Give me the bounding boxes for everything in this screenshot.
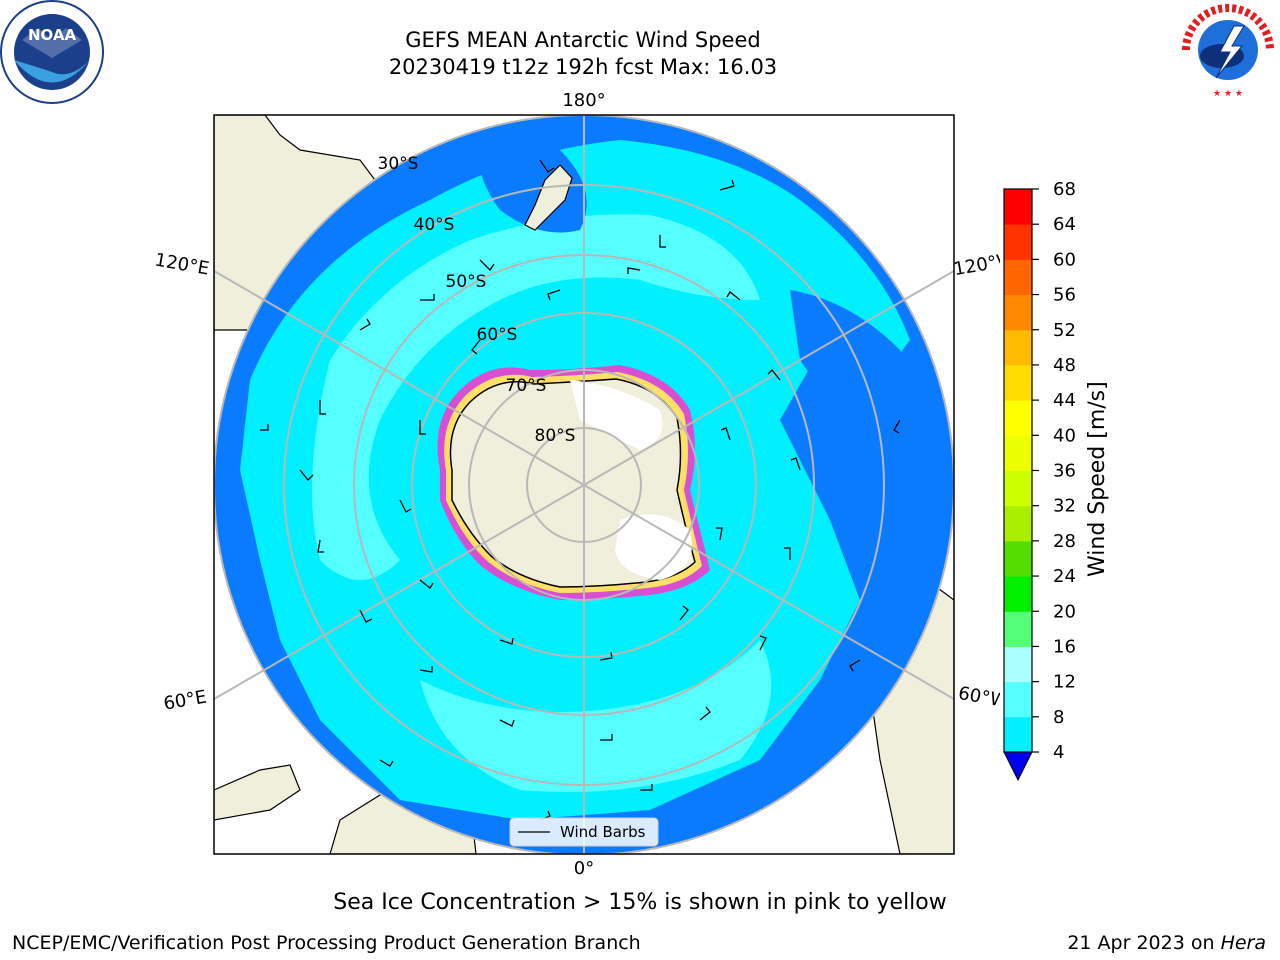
colorbar-segment <box>1004 435 1032 471</box>
colorbar-segment <box>1004 364 1032 401</box>
colorbar-segment <box>1004 576 1032 612</box>
lon-label-120w: 120°W <box>952 249 1000 280</box>
nws-logo: ★ ★ ★ <box>1182 4 1274 99</box>
colorbar-segment <box>1004 470 1032 507</box>
lat-label-60: 60°S <box>477 325 518 345</box>
colorbar-segment <box>1004 400 1032 436</box>
weddell-ice-shelf <box>615 514 692 580</box>
lat-label-40: 40°S <box>414 215 455 235</box>
colorbar-tick-label: 32 <box>1053 496 1076 517</box>
sea-ice-caption: Sea Ice Concentration > 15% is shown in … <box>333 890 947 915</box>
colorbar-tick-label: 40 <box>1053 425 1076 446</box>
wind-barbs <box>260 159 901 821</box>
lon-label-0: 0° <box>574 858 594 879</box>
colorbar-segment <box>1004 681 1032 718</box>
ross-ice-shelf <box>570 380 663 450</box>
legend-label: Wind Barbs <box>560 823 646 841</box>
colorbar-segment <box>1004 505 1032 542</box>
colorbar-tick-label: 56 <box>1053 285 1076 306</box>
colorbar-segment <box>1004 540 1032 577</box>
lon-label-60e: 60°E <box>162 686 208 714</box>
colorbar-tick-label: 16 <box>1053 636 1076 657</box>
footer-host: Hera <box>1220 932 1266 954</box>
colorbar-tick-label: 20 <box>1053 601 1076 622</box>
lon-label-180: 180° <box>562 90 605 111</box>
lon-label-60w: 60°W <box>957 683 1000 712</box>
footer-right: 21 Apr 2023 on Hera <box>1067 932 1266 954</box>
map-border <box>213 114 955 855</box>
lat-label-80: 80°S <box>535 426 576 446</box>
wind-zone-4-8-tasman <box>477 130 587 233</box>
noaa-logo-text: NOAA <box>28 26 77 44</box>
legend-box <box>509 817 659 847</box>
colorbar-segment <box>1004 611 1032 647</box>
colorbar-tick-label: 68 <box>1053 180 1076 200</box>
colorbar-tick-label: 28 <box>1053 531 1076 552</box>
colorbar-tick-label: 8 <box>1053 707 1064 728</box>
lat-label-50: 50°S <box>446 272 487 292</box>
colorbar-segment <box>1004 329 1032 366</box>
lon-label-120e: 120°E <box>153 249 211 279</box>
colorbar-segment <box>1004 294 1032 331</box>
footer-left: NCEP/EMC/Verification Post Processing Pr… <box>12 932 641 954</box>
nws-logo-stars: ★ ★ ★ <box>1213 89 1243 99</box>
colorbar-tick-label: 36 <box>1053 461 1076 482</box>
colorbar-label: Wind Speed [m/s] <box>1085 381 1110 577</box>
colorbar-tick-label: 24 <box>1053 566 1076 587</box>
plot-subtitle: 20230419 t12z 192h fcst Max: 16.03 <box>388 55 778 79</box>
colorbar-segment <box>1004 646 1032 683</box>
colorbar-tick-label: 12 <box>1053 672 1076 693</box>
wind-zone-4-8-pacific <box>790 290 908 440</box>
colorbar-tick-label: 52 <box>1053 320 1076 341</box>
colorbar-segment <box>1004 716 1032 753</box>
colorbar-tick-label: 64 <box>1053 214 1076 235</box>
wind-zone-12-16-a <box>312 214 760 580</box>
south-africa-land <box>214 764 301 821</box>
lat-label-70: 70°S <box>506 376 547 396</box>
map-frame-content <box>214 115 954 854</box>
footer-date: 21 Apr 2023 on <box>1067 932 1221 954</box>
colorbar-tick-label: 44 <box>1053 390 1076 411</box>
meridian-60e-120w <box>214 270 954 700</box>
colorbar-tick-label: 48 <box>1053 355 1076 376</box>
colorbar-segment <box>1004 259 1032 296</box>
graticule <box>214 115 954 854</box>
polar-map: 180° 0° 120°E 120°W 60°E 60°W 30°S 40°S … <box>153 90 1000 879</box>
new-zealand-land <box>524 164 573 231</box>
colorbar-segment <box>1004 189 1032 225</box>
lat-label-30: 30°S <box>378 154 419 174</box>
wind-zone-12-16-b <box>420 640 772 792</box>
colorbar-tick-label: 60 <box>1053 249 1076 270</box>
colorbar-segments <box>1004 189 1032 753</box>
colorbar-extend-arrow <box>1003 751 1033 782</box>
noaa-logo: NOAA <box>0 0 104 104</box>
colorbar-segment <box>1004 224 1032 260</box>
plot-title: GEFS MEAN Antarctic Wind Speed <box>405 28 761 52</box>
colorbar-tick-label: 4 <box>1053 742 1064 763</box>
